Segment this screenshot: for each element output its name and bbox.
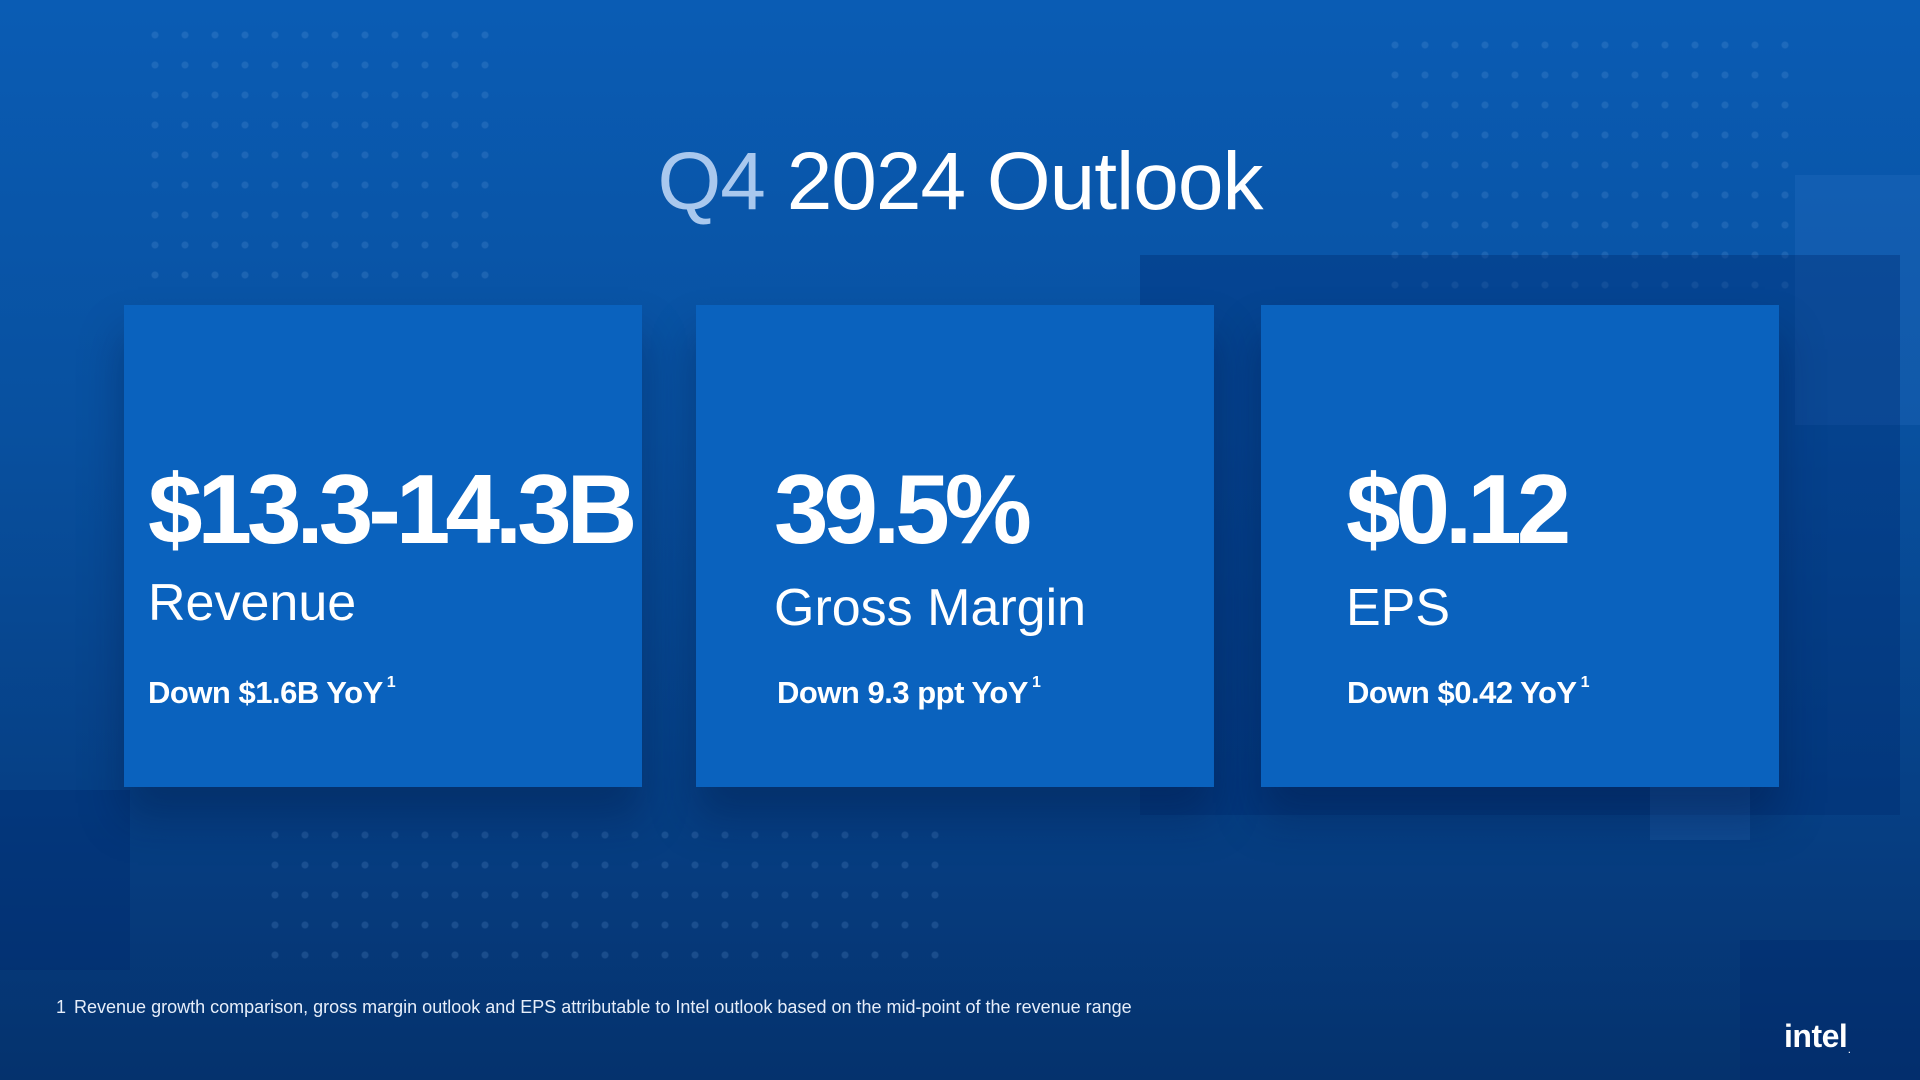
footnote-ref: 1	[386, 674, 396, 691]
footnote: 1 Revenue growth comparison, gross margin…	[56, 997, 1132, 1018]
gross-margin-card: 39.5% Gross Margin Down 9.3 ppt YoY 1	[696, 305, 1214, 787]
gross-margin-delta-text: Down 9.3 ppt YoY	[777, 675, 1028, 710]
revenue-value: $13.3-14.3B	[148, 454, 637, 564]
logo-wordmark: intel	[1784, 1018, 1848, 1054]
footnote-text: Revenue growth comparison, gross margin …	[74, 997, 1132, 1017]
eps-value: $0.12	[1346, 454, 1571, 564]
dot-pattern-bottom	[260, 820, 960, 960]
footnote-ref: 1	[1031, 674, 1041, 691]
bg-block	[1740, 940, 1920, 1080]
dot-pattern-left	[140, 20, 500, 280]
page-title: Q4 2024 Outlook	[0, 135, 1920, 229]
dot-pattern-right	[1380, 30, 1800, 300]
revenue-card: $13.3-14.3B Revenue Down $1.6B YoY 1	[124, 305, 642, 787]
gross-margin-value: 39.5%	[774, 454, 1032, 564]
eps-delta-text: Down $0.42 YoY	[1347, 675, 1577, 710]
bg-block	[0, 790, 130, 970]
footnote-ref: 1	[1580, 674, 1590, 691]
title-text: 2024 Outlook	[786, 136, 1264, 227]
revenue-label: Revenue	[148, 574, 357, 632]
revenue-delta-text: Down $1.6B YoY	[148, 675, 383, 710]
gross-margin-delta: Down 9.3 ppt YoY 1	[777, 674, 1041, 710]
intel-logo: intel.	[1784, 1018, 1850, 1055]
eps-delta: Down $0.42 YoY 1	[1347, 674, 1590, 710]
footnote-number: 1	[56, 997, 67, 1017]
bg-block	[1795, 175, 1920, 425]
title-quarter: Q4	[657, 136, 766, 227]
gross-margin-label: Gross Margin	[774, 579, 1087, 637]
eps-card: $0.12 EPS Down $0.42 YoY 1	[1261, 305, 1779, 787]
logo-mark: .	[1848, 1046, 1851, 1055]
revenue-delta: Down $1.6B YoY 1	[148, 674, 396, 710]
eps-label: EPS	[1346, 579, 1451, 637]
